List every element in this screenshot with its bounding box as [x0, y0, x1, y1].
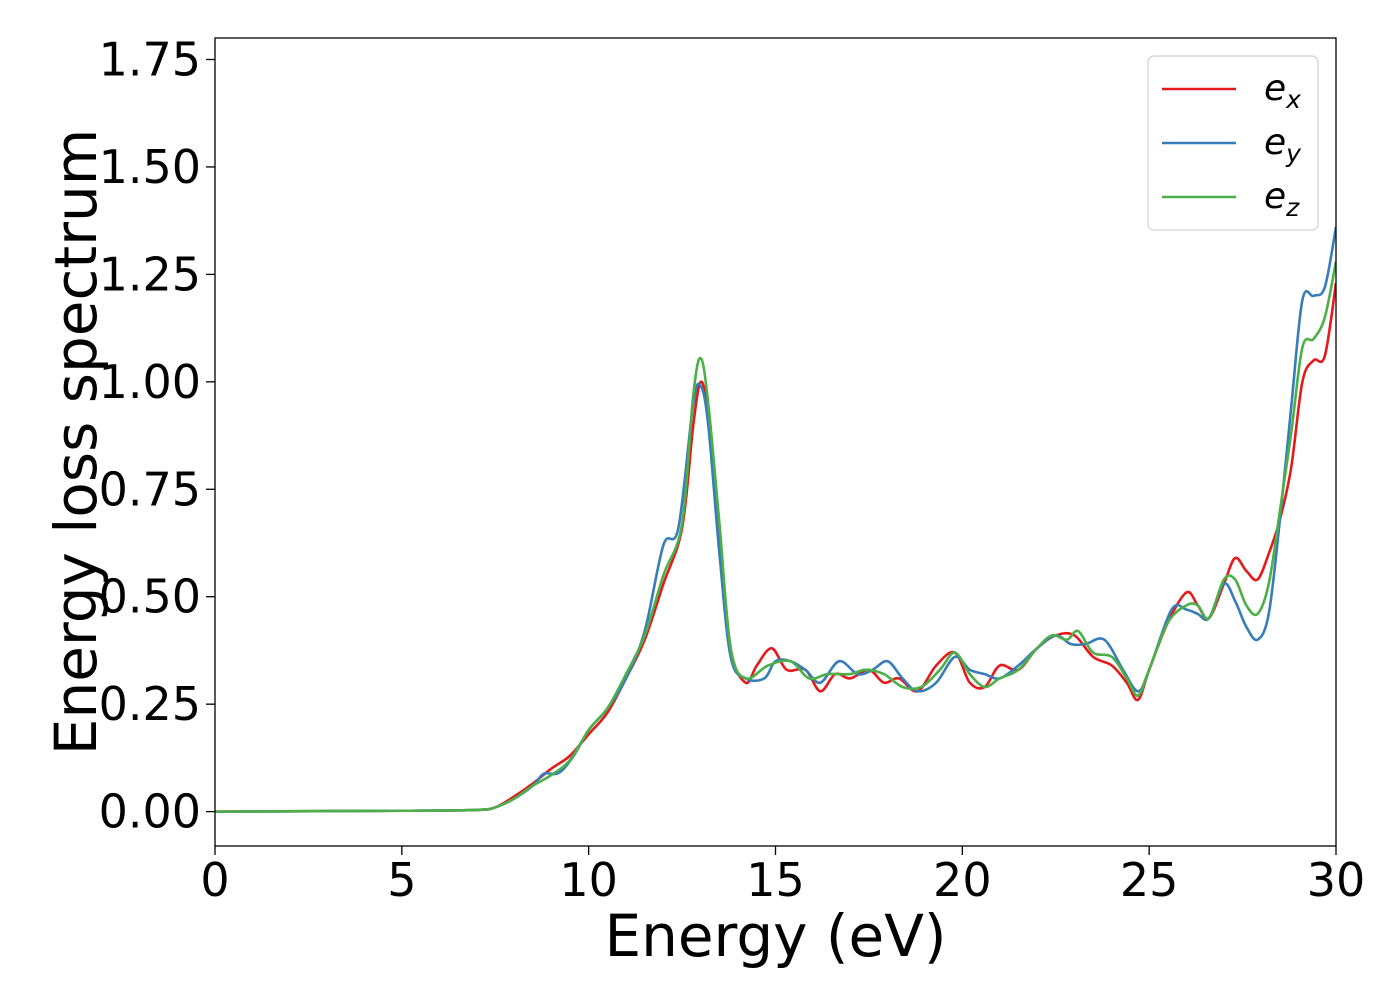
series-line-e-x — [215, 282, 1336, 813]
y-tick-label: 1.75 — [99, 32, 201, 86]
x-tick-label: 10 — [559, 853, 618, 907]
y-axis: 0.00 0.25 0.50 0.75 1.00 1.25 1.50 1.75 — [99, 32, 215, 839]
y-tick-label: 1.50 — [99, 140, 201, 194]
x-tick-label: 0 — [200, 853, 229, 907]
series-line-e-z — [215, 261, 1336, 813]
legend: ex ey ez — [1147, 55, 1319, 231]
x-axis: 0 5 10 15 20 25 30 — [200, 846, 1365, 907]
x-axis-title: Energy (eV) — [604, 902, 946, 970]
y-tick-label: 0.50 — [99, 570, 201, 624]
y-axis-title: Energy loss spectrum — [42, 129, 110, 755]
legend-label-e-x: ex — [1264, 68, 1301, 114]
y-tick-label: 1.25 — [99, 247, 201, 301]
y-tick-label: 0.25 — [99, 677, 201, 731]
series-line-e-y — [215, 226, 1336, 813]
y-tick-label: 1.00 — [99, 355, 201, 409]
legend-label-e-z: ez — [1264, 176, 1300, 222]
x-tick-label: 5 — [387, 853, 416, 907]
plot-lines — [215, 226, 1336, 813]
y-tick-label: 0.00 — [99, 785, 201, 839]
x-tick-label: 25 — [1120, 853, 1179, 907]
x-tick-label: 30 — [1307, 853, 1366, 907]
legend-label-e-y: ey — [1264, 122, 1302, 168]
x-tick-label: 15 — [746, 853, 805, 907]
x-tick-label: 20 — [933, 853, 992, 907]
y-tick-label: 0.75 — [99, 462, 201, 516]
